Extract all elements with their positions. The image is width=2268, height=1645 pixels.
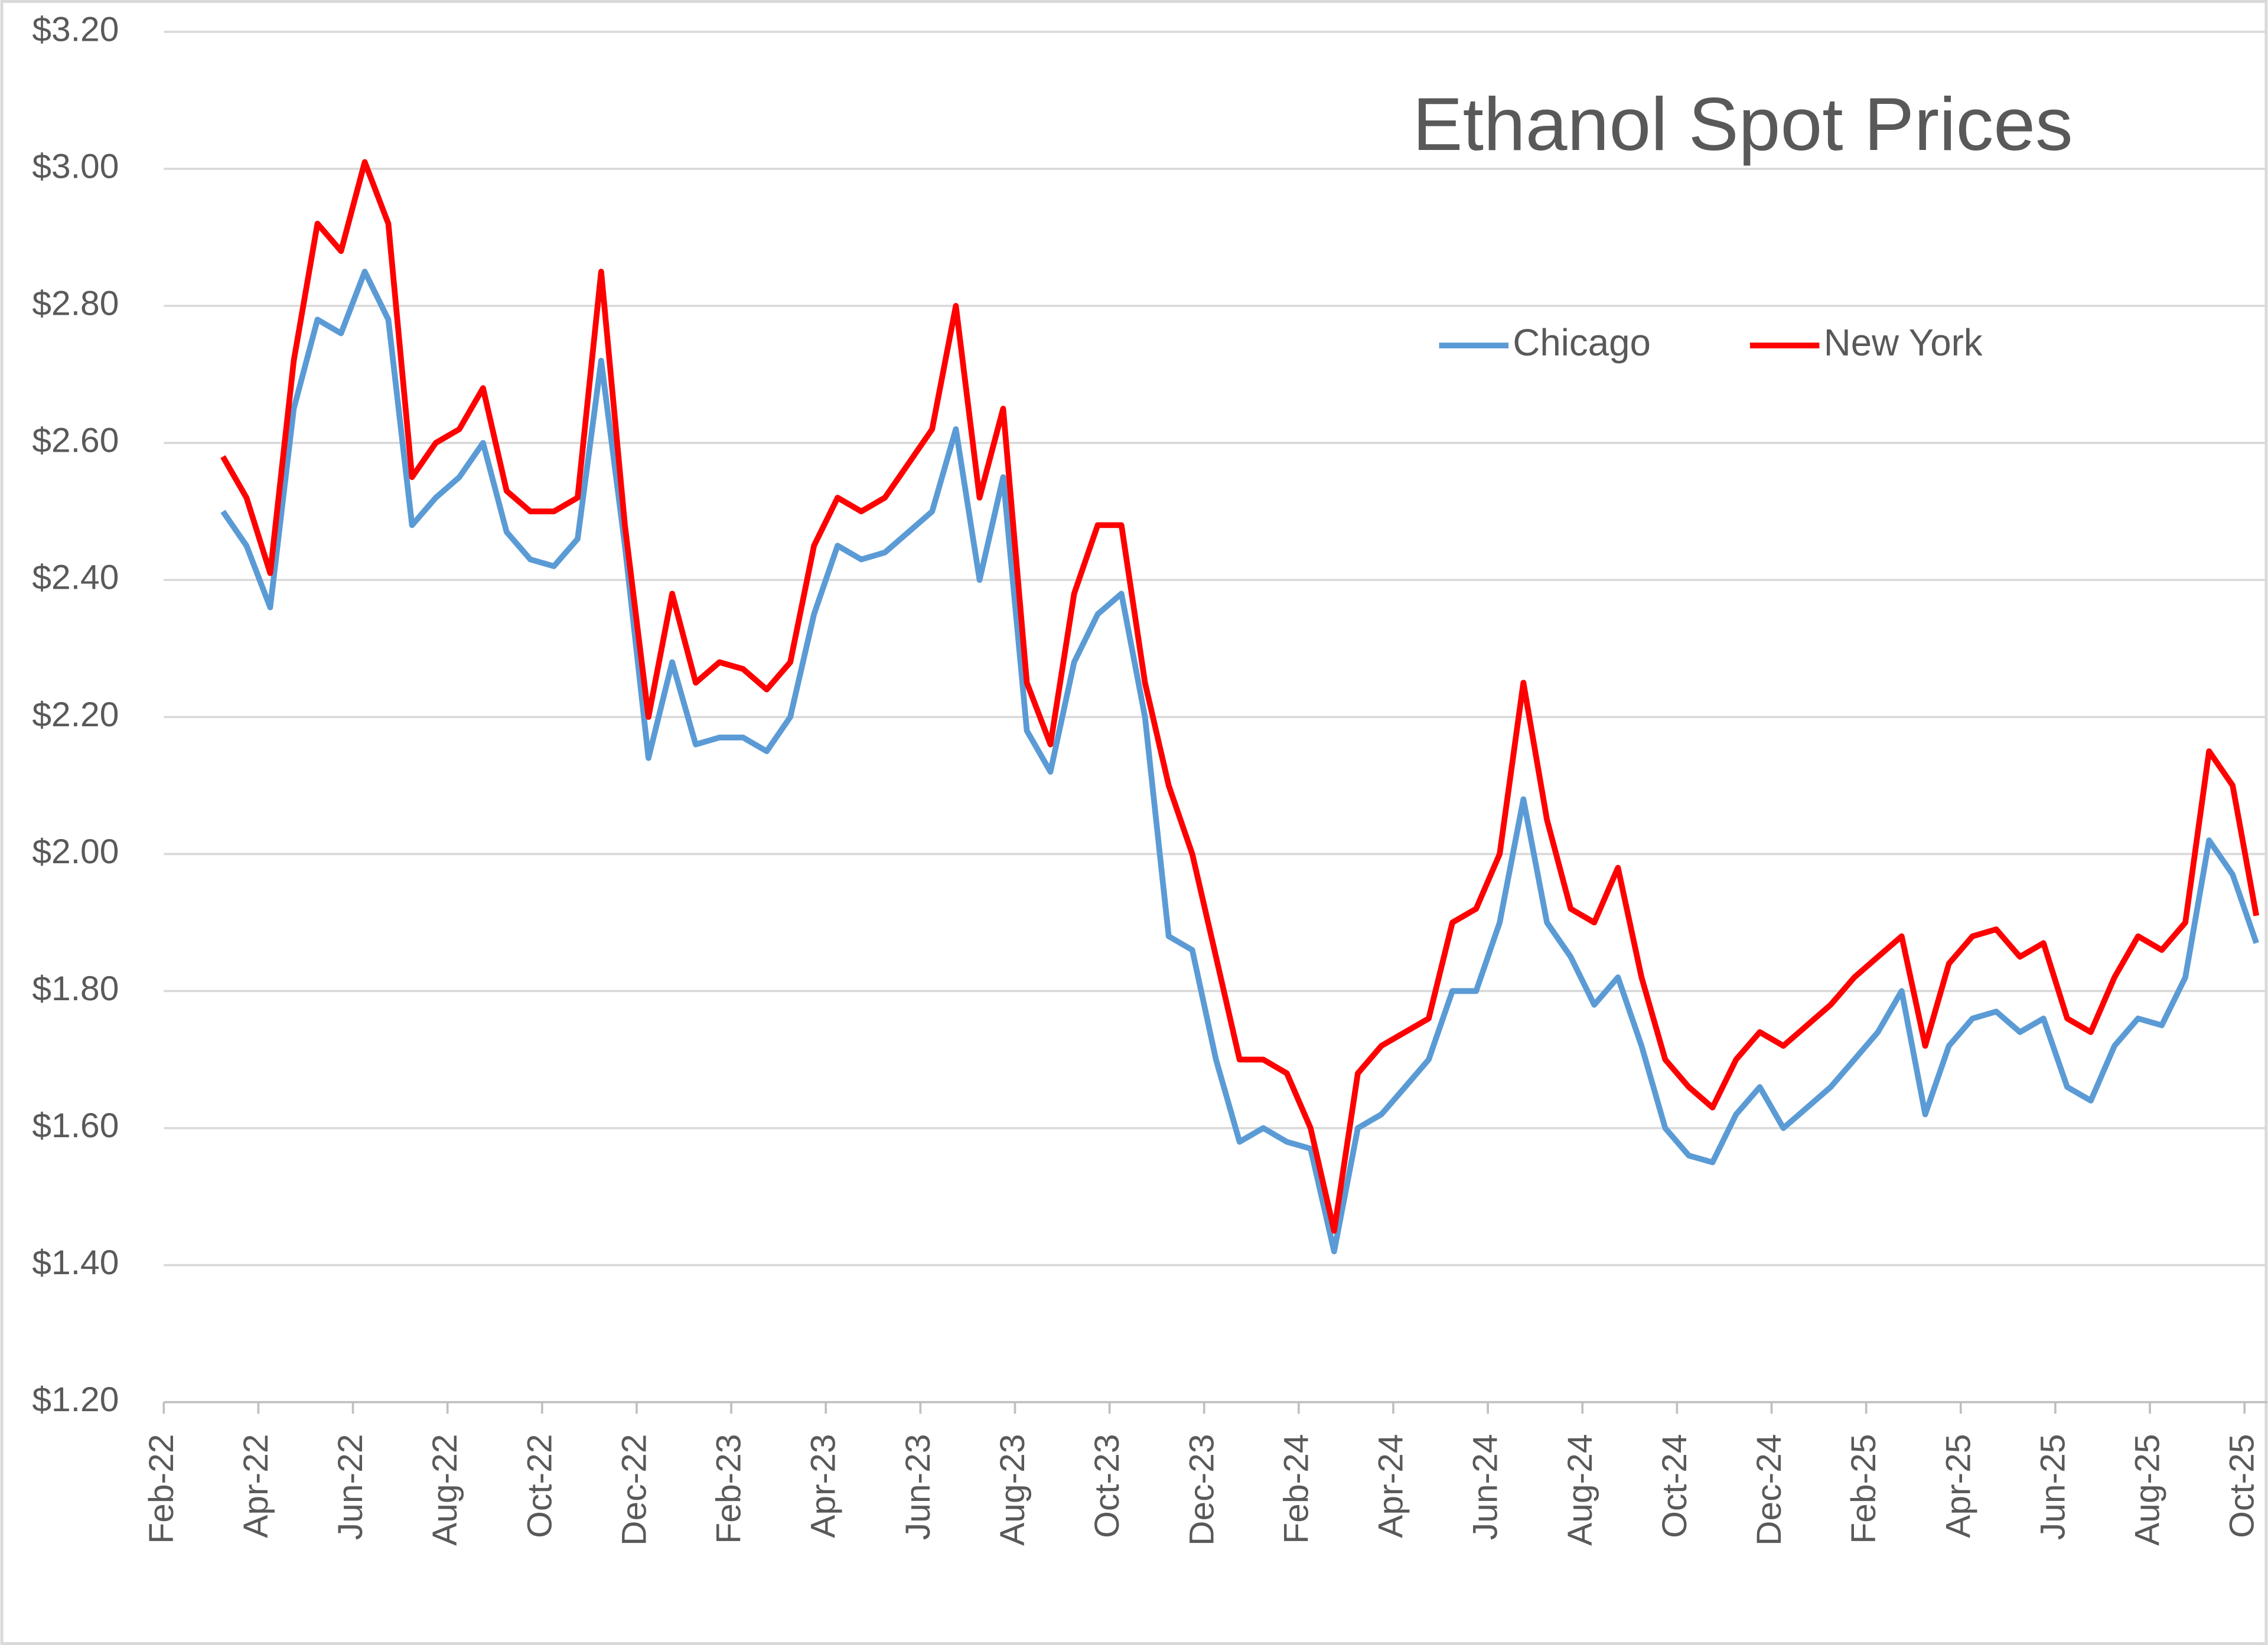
x-tick-label: Aug-22 [426,1434,464,1546]
y-tick-label: $1.40 [32,1243,119,1282]
x-tick-label: Apr-23 [804,1434,843,1538]
y-tick-label: $2.20 [32,696,119,734]
series-line [220,159,2260,1234]
x-tick-label: Jun-24 [1467,1434,1505,1540]
legend-label: Chicago [1513,322,1651,364]
y-tick-label: $2.40 [32,559,119,597]
legend-label: New York [1824,322,1983,364]
y-tick-label: $1.20 [32,1380,119,1419]
y-tick-label: $3.20 [32,10,119,48]
x-tick-label: Dec-23 [1182,1434,1221,1546]
x-tick-label: Aug-24 [1561,1434,1599,1546]
x-tick-label: Feb-22 [142,1434,181,1544]
y-tick-label: $2.80 [32,285,119,323]
x-tick-label: Aug-25 [2129,1434,2167,1546]
x-tick-label: Feb-25 [1845,1434,1883,1544]
y-tick-label: $1.80 [32,970,119,1008]
x-tick-label: Apr-24 [1372,1434,1410,1538]
x-tick-label: Oct-25 [2223,1434,2262,1538]
x-tick-label: Jun-22 [331,1434,370,1540]
x-tick-label: Oct-22 [520,1434,559,1538]
x-tick-label: Jun-23 [899,1434,937,1540]
x-tick-label: Feb-24 [1277,1434,1315,1544]
chart-title: Ethanol Spot Prices [1413,82,2073,166]
x-tick-label: Oct-23 [1088,1434,1126,1538]
x-tick-label: Apr-25 [1939,1434,1977,1538]
x-tick-label: Oct-24 [1656,1434,1694,1538]
x-tick-label: Apr-22 [237,1434,275,1538]
y-tick-label: $2.00 [32,833,119,871]
x-tick-label: Dec-24 [1750,1434,1788,1546]
x-tick-label: Dec-22 [615,1434,653,1546]
x-tick-label: Jun-25 [2034,1434,2072,1540]
x-tick-label: Aug-23 [993,1434,1032,1546]
x-tick-label: Feb-23 [710,1434,748,1544]
y-tick-label: $2.60 [32,422,119,460]
y-tick-label: $3.00 [32,147,119,185]
series-line [220,269,2259,1255]
y-tick-label: $1.60 [32,1107,119,1145]
